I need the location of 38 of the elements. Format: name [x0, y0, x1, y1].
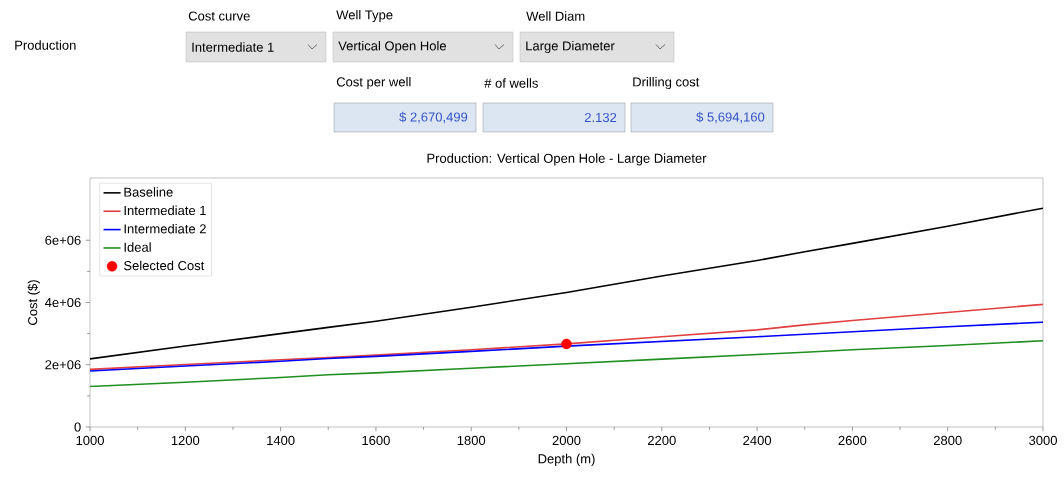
y-tick-label: 2e+06 [45, 360, 81, 370]
y-tick-label: 6e+06 [45, 235, 81, 245]
line-series [90, 207, 1044, 360]
legend-label: Selected Cost [124, 260, 205, 271]
x-tick-label: 3000 [1029, 435, 1057, 445]
x-tick-label: 2800 [933, 435, 962, 445]
text: Cost curve [188, 11, 250, 21]
text: Drilling cost [633, 76, 700, 90]
x-tick-label: 1200 [171, 435, 200, 445]
legend-label: Intermediate 1 [124, 205, 206, 216]
text: Well Type [336, 9, 393, 23]
x-tick-label: 1600 [362, 435, 390, 445]
x-tick-label: 2000 [552, 435, 581, 445]
text: # of wells [484, 78, 538, 88]
legend-label: Ideal [124, 242, 151, 252]
x-tick-label: 2600 [838, 435, 867, 445]
chart-title: Production: Vertical Open Hole - Large Diameter [427, 153, 707, 166]
y-tick-label: 4e+06 [44, 297, 81, 308]
x-tick-label: 1800 [457, 435, 486, 445]
text: Intermediate 1 [192, 42, 274, 52]
x-tick-label: 2200 [648, 435, 676, 445]
text: Vertical Open Hole [338, 40, 446, 54]
text: $ 2,670,499 [399, 111, 468, 124]
legend-label: Intermediate 2 [124, 223, 206, 234]
x-tick-label: 1400 [267, 435, 295, 445]
y-axis-title: Cost ($) [27, 280, 40, 325]
text: Cost per well [336, 76, 411, 90]
y-tick-label: 0 [74, 422, 81, 432]
x-axis-title: Depth (m) [538, 453, 595, 466]
text: Large Diameter [526, 40, 615, 54]
text: Well Diam [526, 11, 585, 21]
text: Production [15, 40, 76, 50]
text: $ 5,694,160 [696, 111, 765, 124]
line-series [90, 339, 1044, 388]
x-tick-label: 1000 [76, 435, 104, 445]
text: 2.132 [584, 112, 617, 123]
x-tick-label: 2400 [743, 435, 772, 445]
legend-label: Baseline [124, 187, 173, 197]
